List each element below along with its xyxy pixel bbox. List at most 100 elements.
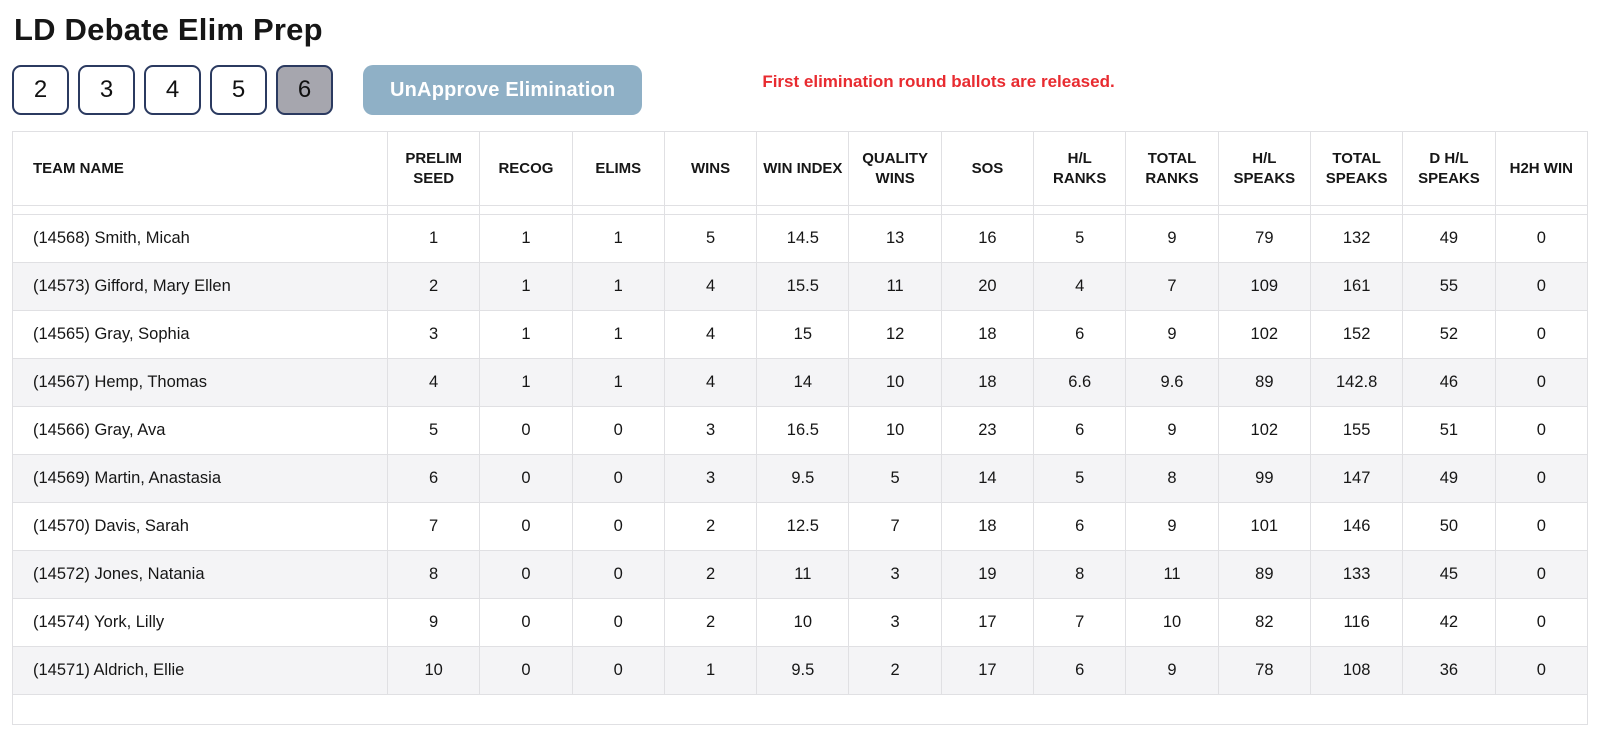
stat-cell: 1 (571, 214, 665, 263)
stat-cell: 9 (1125, 406, 1219, 455)
table-row: (14574) York, Lilly 9 0 0 2 10 3 17 7 10 82 116 42 0 (12, 598, 1589, 647)
stat-cell: 0 (1494, 550, 1589, 599)
stat-cell: 6 (1033, 406, 1127, 455)
overflow-row (12, 694, 1588, 725)
stat-cell: 161 (1309, 262, 1404, 311)
stat-cell: 9 (1125, 214, 1219, 263)
stat-cell: 9.6 (1125, 358, 1219, 407)
round-button-2[interactable]: 2 (12, 65, 69, 115)
column-header-wins: WINS (663, 131, 758, 206)
stat-cell: 45 (1402, 550, 1496, 599)
stat-cell: 4 (663, 262, 758, 311)
column-header-elims: ELIMS (571, 131, 665, 206)
stat-cell: 0 (1494, 214, 1589, 263)
column-header-win-index: WIN INDEX (756, 131, 850, 206)
table-row: (14567) Hemp, Thomas 4 1 1 4 14 10 18 6.6 9.6 89 14… (12, 358, 1589, 407)
table-row: (14571) Aldrich, Ellie 10 0 0 1 9.5 2 17 6 9 78 108… (12, 646, 1589, 695)
stat-cell: 116 (1309, 598, 1404, 647)
stat-cell: 18 (940, 502, 1035, 551)
stat-cell: 9 (386, 598, 481, 647)
header-spacer-cell (663, 205, 758, 215)
stat-cell: 9 (1125, 502, 1219, 551)
stat-cell: 1 (479, 310, 573, 359)
stat-cell: 132 (1309, 214, 1404, 263)
header-spacer-cell (12, 205, 388, 215)
stat-cell: 155 (1309, 406, 1404, 455)
header-spacer-cell (1125, 205, 1219, 215)
table-row: (14569) Martin, Anastasia 6 0 0 3 9.5 5 14 5 8 99 1… (12, 454, 1589, 503)
team-name-cell: (14568) Smith, Micah (12, 214, 388, 263)
stat-cell: 99 (1217, 454, 1311, 503)
stat-cell: 2 (386, 262, 481, 311)
stat-cell: 109 (1217, 262, 1311, 311)
stat-cell: 0 (1494, 502, 1589, 551)
column-header-team-name: TEAM NAME (12, 131, 388, 206)
stat-cell: 0 (1494, 358, 1589, 407)
stat-cell: 0 (1494, 310, 1589, 359)
table-header: TEAM NAME PRELIM SEED RECOG ELIMS WINS WIN IN… (12, 131, 1589, 215)
stat-cell: 0 (1494, 646, 1589, 695)
ballots-released-notice: First elimination round ballots are rele… (762, 72, 1115, 91)
stat-cell: 79 (1217, 214, 1311, 263)
page-title: LD Debate Elim Prep (14, 12, 323, 47)
standings-table: TEAM NAME PRELIM SEED RECOG ELIMS WINS WIN IN… (12, 131, 1589, 725)
round-button-3[interactable]: 3 (78, 65, 135, 115)
stat-cell: 7 (848, 502, 942, 551)
team-name-cell: (14567) Hemp, Thomas (12, 358, 388, 407)
stat-cell: 15 (756, 310, 850, 359)
stat-cell: 42 (1402, 598, 1496, 647)
stat-cell: 0 (479, 550, 573, 599)
table-row: (14570) Davis, Sarah 7 0 0 2 12.5 7 18 6 9 101 146 5… (12, 502, 1589, 551)
stat-cell: 11 (1125, 550, 1219, 599)
stat-cell: 0 (571, 646, 665, 695)
column-header-sos: SOS (940, 131, 1035, 206)
stat-cell: 4 (386, 358, 481, 407)
stat-cell: 1 (479, 262, 573, 311)
round-button-4[interactable]: 4 (144, 65, 201, 115)
team-name-cell: (14569) Martin, Anastasia (12, 454, 388, 503)
unapprove-elimination-button[interactable]: UnApprove Elimination (363, 65, 643, 115)
stat-cell: 102 (1217, 406, 1311, 455)
header-spacer-cell (848, 205, 942, 215)
stat-cell: 0 (571, 598, 665, 647)
table-row: (14572) Jones, Natania 8 0 0 2 11 3 19 8 11 89 133 4… (12, 550, 1589, 599)
stat-cell: 0 (1494, 262, 1589, 311)
stat-cell: 11 (848, 262, 942, 311)
header-spacer-cell (1309, 205, 1404, 215)
team-name-cell: (14571) Aldrich, Ellie (12, 646, 388, 695)
stat-cell: 18 (940, 358, 1035, 407)
stat-cell: 49 (1402, 214, 1496, 263)
stat-cell: 50 (1402, 502, 1496, 551)
round-button-5[interactable]: 5 (210, 65, 267, 115)
stat-cell: 10 (1125, 598, 1219, 647)
stat-cell: 9 (1125, 646, 1219, 695)
stat-cell: 14 (940, 454, 1035, 503)
stat-cell: 0 (479, 598, 573, 647)
stat-cell: 3 (848, 598, 942, 647)
stat-cell: 7 (386, 502, 481, 551)
stat-cell: 51 (1402, 406, 1496, 455)
stat-cell: 20 (940, 262, 1035, 311)
team-name-cell: (14572) Jones, Natania (12, 550, 388, 599)
column-header-h-l-ranks: H/L RANKS (1033, 131, 1127, 206)
stat-cell: 2 (663, 550, 758, 599)
table-body: (14568) Smith, Micah 1 1 1 5 14.5 13 16 5 9 79 132 4… (12, 214, 1589, 725)
stat-cell: 102 (1217, 310, 1311, 359)
stat-cell: 82 (1217, 598, 1311, 647)
stat-cell: 6 (1033, 310, 1127, 359)
header-spacer-cell (479, 205, 573, 215)
stat-cell: 36 (1402, 646, 1496, 695)
round-button-6[interactable]: 6 (276, 65, 333, 115)
stat-cell: 1 (571, 262, 665, 311)
table-row: (14565) Gray, Sophia 3 1 1 4 15 12 18 6 9 102 152 52… (12, 310, 1589, 359)
stat-cell: 12 (848, 310, 942, 359)
stat-cell: 101 (1217, 502, 1311, 551)
stat-cell: 1 (571, 310, 665, 359)
stat-cell: 19 (940, 550, 1035, 599)
header-spacer-cell (756, 205, 850, 215)
stat-cell: 0 (1494, 454, 1589, 503)
header-spacer-cell (940, 205, 1035, 215)
stat-cell: 146 (1309, 502, 1404, 551)
stat-cell: 6 (1033, 502, 1127, 551)
